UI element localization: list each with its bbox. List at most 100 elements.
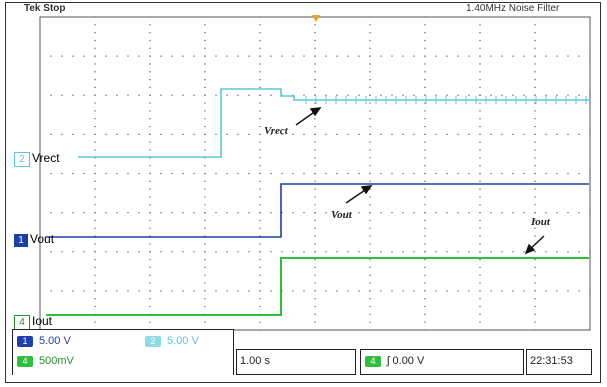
grid-dot xyxy=(457,212,459,214)
grid-dot xyxy=(204,39,206,42)
grid-dot xyxy=(369,321,371,323)
grid-dot xyxy=(160,172,162,175)
grid-dot xyxy=(314,118,316,120)
grid-dot xyxy=(424,313,426,315)
grid-dot xyxy=(490,133,492,135)
grid-dot xyxy=(347,212,349,214)
grid-dot xyxy=(369,235,371,237)
grid-dot xyxy=(534,79,536,81)
grid-dot xyxy=(149,102,151,104)
grid-dot xyxy=(94,282,96,284)
grid-dot xyxy=(314,172,316,175)
grid-dot xyxy=(259,79,261,81)
grid-dot xyxy=(369,188,371,190)
grid-dot xyxy=(468,94,470,96)
grid-dot xyxy=(94,290,96,292)
grid-dot xyxy=(479,298,481,300)
channel-2-scale[interactable]: 2 5.00 V xyxy=(145,335,199,347)
grid-dot xyxy=(534,298,536,300)
grid-dot xyxy=(160,251,162,253)
grid-dot xyxy=(127,172,129,175)
grid-dot xyxy=(204,290,206,292)
grid-dot xyxy=(149,55,151,57)
grid-dot xyxy=(94,212,96,214)
grid-dot xyxy=(424,188,426,190)
grid-dot xyxy=(105,172,107,175)
grid-dot xyxy=(127,94,129,96)
grid-dot xyxy=(589,172,591,175)
grid-dot xyxy=(314,227,316,229)
grid-dot xyxy=(303,94,305,96)
grid-dot xyxy=(556,290,558,292)
grid-dot xyxy=(248,94,250,96)
grid-dot xyxy=(446,290,448,292)
grid-dot xyxy=(314,329,316,331)
grid-dot xyxy=(149,86,151,89)
channel-4-scale[interactable]: 4 500mV xyxy=(17,355,74,367)
grid-dot xyxy=(435,290,437,292)
grid-dot xyxy=(314,243,316,245)
grid-dot xyxy=(94,118,96,120)
grid-dot xyxy=(39,251,41,253)
grid-dot xyxy=(281,172,283,175)
channel-scale-panel[interactable]: 1 5.00 V 2 5.00 V 4 500mV xyxy=(12,329,234,375)
grid-dot xyxy=(94,102,96,104)
grid-dot xyxy=(259,141,261,143)
grid-dot xyxy=(94,79,96,81)
grid-dot xyxy=(534,227,536,229)
graticule xyxy=(39,16,591,331)
grid-dot xyxy=(61,251,63,253)
grid-dot xyxy=(237,290,239,292)
timebase-panel[interactable]: 1.00 s xyxy=(236,349,356,375)
grid-dot xyxy=(83,94,85,96)
grid-dot xyxy=(138,290,140,292)
grid-dot xyxy=(446,172,448,175)
grid-dot xyxy=(314,165,316,167)
grid-dot xyxy=(94,16,96,18)
channel-2-marker[interactable]: 2 Vrect xyxy=(14,151,60,167)
grid-dot xyxy=(424,141,426,143)
grid-dot xyxy=(325,251,327,253)
grid-dot xyxy=(424,266,426,268)
grid-dot xyxy=(204,266,206,268)
channel-1-marker[interactable]: 1 Vout xyxy=(14,232,54,247)
grid-dot xyxy=(72,55,74,57)
grid-dot xyxy=(237,55,239,57)
grid-dot xyxy=(314,79,316,81)
grid-dot xyxy=(479,39,481,42)
grid-dot xyxy=(501,290,503,292)
grid-dot xyxy=(369,79,371,81)
grid-dot xyxy=(479,94,481,96)
grid-dot xyxy=(479,71,481,73)
grid-dot xyxy=(160,133,162,135)
grid-dot xyxy=(479,212,481,214)
grid-dot xyxy=(380,55,382,57)
grid-dot xyxy=(83,212,85,214)
channel-4-marker[interactable]: 4 Iout xyxy=(14,314,52,330)
grid-dot xyxy=(149,219,151,222)
grid-dot xyxy=(303,133,305,135)
grid-dot xyxy=(369,63,371,65)
grid-dot xyxy=(72,251,74,253)
grid-dot xyxy=(237,212,239,214)
channel-1-scale[interactable]: 1 5.00 V xyxy=(17,335,71,347)
grid-dot xyxy=(413,133,415,135)
grid-dot xyxy=(424,118,426,120)
timebase-value: 1.00 s xyxy=(240,355,270,367)
grid-dot xyxy=(149,235,151,237)
grid-dot xyxy=(435,94,437,96)
grid-dot xyxy=(479,165,481,167)
grid-dot xyxy=(369,251,371,253)
grid-dot xyxy=(424,39,426,42)
grid-dot xyxy=(94,243,96,245)
channel-4-scale-value: 500mV xyxy=(39,355,74,367)
grid-dot xyxy=(446,251,448,253)
grid-dot xyxy=(369,274,371,276)
grid-dot xyxy=(314,63,316,65)
grid-dot xyxy=(204,212,206,214)
grid-dot xyxy=(149,282,151,284)
grid-dot xyxy=(501,172,503,175)
trigger-slope-symbol: ʃ xyxy=(387,355,390,367)
grid-dot xyxy=(204,133,206,135)
